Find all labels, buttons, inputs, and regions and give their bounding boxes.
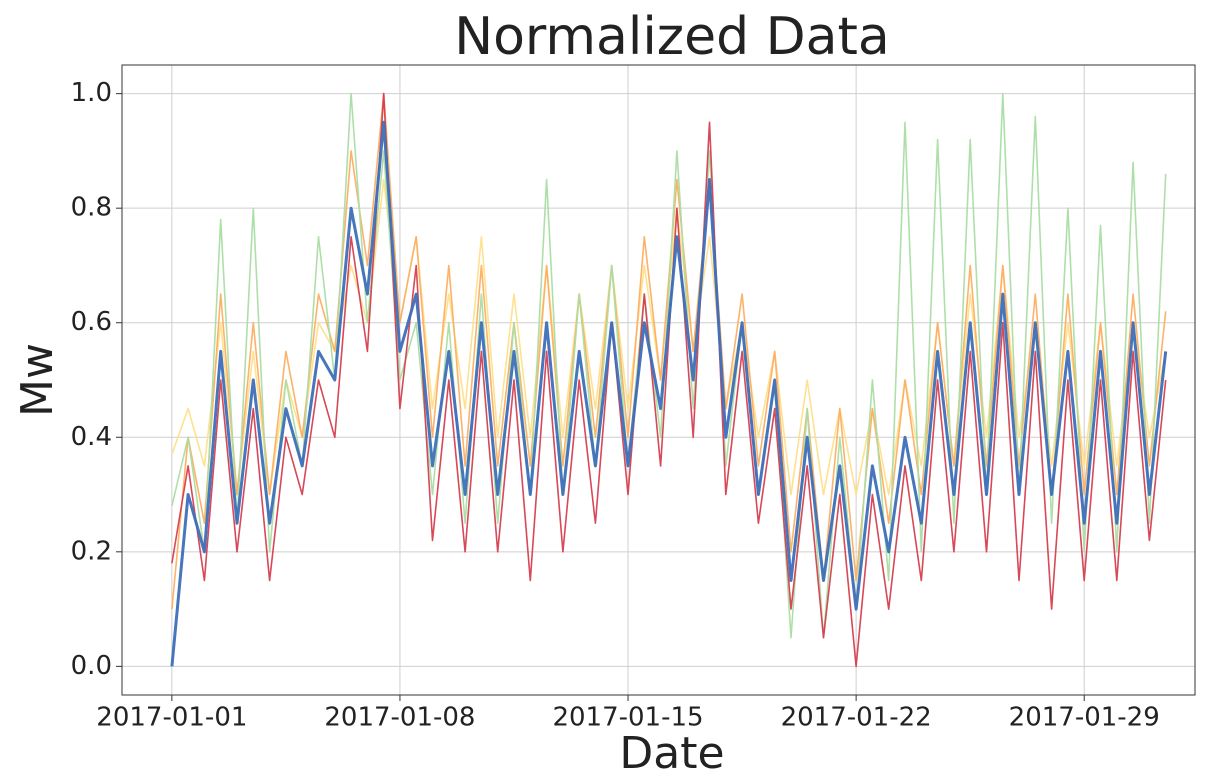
y-tick-label: 0.4	[71, 422, 112, 452]
y-tick-label: 0.8	[71, 193, 112, 223]
x-tick-label: 2017-01-01	[96, 703, 247, 733]
plot-frame	[121, 64, 1196, 696]
chart-title: Normalized Data	[454, 7, 890, 67]
x-axis-label: Date	[619, 728, 724, 779]
y-tick-label: 0.2	[71, 536, 112, 566]
y-tick-label: 0.0	[71, 651, 112, 681]
series-line	[171, 92, 1167, 639]
x-tick-label: 2017-01-29	[1009, 703, 1160, 733]
series-line	[171, 92, 1167, 668]
series-line	[170, 120, 1168, 667]
x-tick-label: 2017-01-08	[324, 703, 475, 733]
series-line	[171, 92, 1167, 610]
y-tick-label: 1.0	[71, 78, 112, 108]
y-tick-label: 0.6	[71, 307, 112, 337]
x-tick-label: 2017-01-15	[552, 703, 703, 733]
x-tick-label: 2017-01-22	[781, 703, 932, 733]
y-axis-label: Mw	[12, 343, 63, 417]
